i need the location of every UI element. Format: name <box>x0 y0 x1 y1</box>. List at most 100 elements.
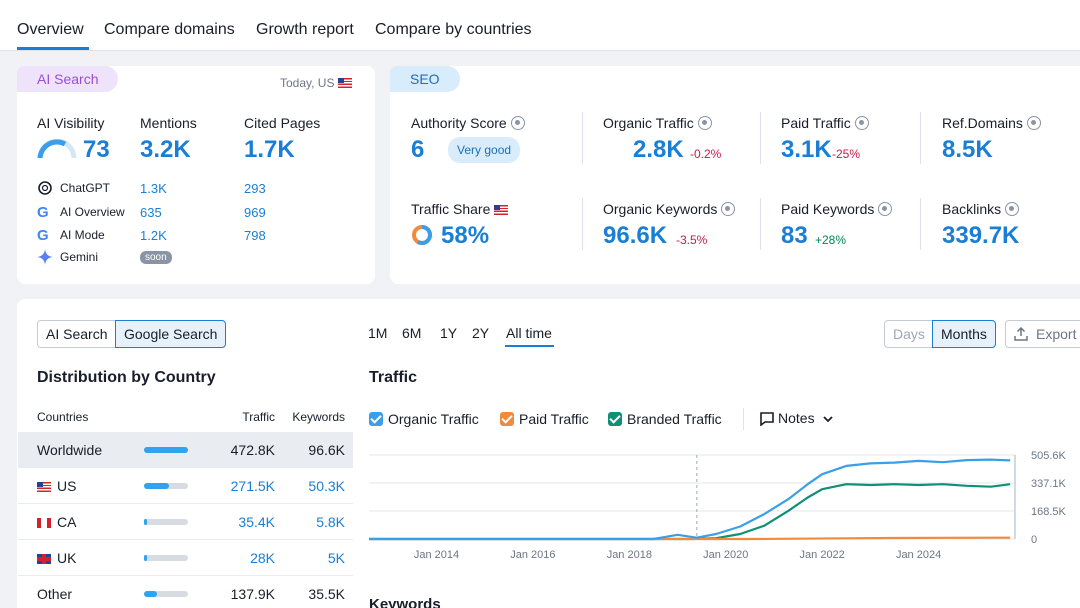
x-tick-label: Jan 2022 <box>800 549 845 561</box>
distribution-title: Distribution by Country <box>37 369 216 386</box>
source-name: AI Mode <box>60 228 105 242</box>
checkbox-icon[interactable] <box>369 412 383 426</box>
source-name: Gemini <box>60 250 99 264</box>
us-flag-icon <box>338 78 353 88</box>
checkbox-icon[interactable] <box>608 412 622 426</box>
col-traffic: Traffic <box>242 410 275 424</box>
source-mentions[interactable]: 635 <box>140 205 162 220</box>
gemini-icon <box>37 249 53 265</box>
mentions-label: Mentions <box>140 115 197 131</box>
source-cited[interactable]: 798 <box>244 228 266 243</box>
legend-branded[interactable]: Branded Traffic <box>608 411 722 427</box>
authority-score-label: Authority Score <box>411 115 525 131</box>
paid-traffic-line[interactable] <box>369 536 1011 541</box>
divider <box>760 198 761 250</box>
country-name: CA <box>37 514 76 530</box>
us-flag-icon <box>494 205 509 215</box>
paid-keywords-delta: +28% <box>815 233 847 247</box>
notes-button[interactable]: Notes <box>760 410 834 427</box>
info-icon[interactable] <box>510 116 525 130</box>
range-2y[interactable]: 2Y <box>472 325 490 341</box>
info-icon[interactable] <box>1005 202 1020 216</box>
organic-traffic-line[interactable] <box>369 458 1011 541</box>
us-flag-icon <box>37 482 51 492</box>
info-icon[interactable] <box>721 202 736 216</box>
top-tab-bar: Overview Compare domains Growth report C… <box>0 0 1080 51</box>
paid-keywords-value[interactable]: 83 <box>781 222 808 249</box>
traffic-value[interactable]: 28K <box>250 550 275 566</box>
traffic-share-value[interactable]: 58% <box>441 222 490 249</box>
ref-domains-label: Ref.Domains <box>942 115 1041 131</box>
legend-organic[interactable]: Organic Traffic <box>369 411 479 427</box>
months-button[interactable]: Months <box>932 320 996 348</box>
range-1y[interactable]: 1Y <box>440 325 458 341</box>
mentions-value[interactable]: 3.2K <box>140 136 191 163</box>
notes-icon <box>760 412 774 427</box>
range-1m[interactable]: 1M <box>368 325 388 341</box>
visibility-gauge-icon <box>37 139 77 159</box>
y-tick-label: 168.5K <box>1031 506 1067 518</box>
share-bar-fill <box>144 447 188 453</box>
tab-compare-by-countries[interactable]: Compare by countries <box>375 21 532 38</box>
info-icon[interactable] <box>878 202 893 216</box>
tab-growth-report[interactable]: Growth report <box>256 21 354 38</box>
active-tab-indicator <box>17 47 89 50</box>
cited-pages-value[interactable]: 1.7K <box>244 136 295 163</box>
export-button[interactable]: Export <box>1005 320 1080 348</box>
range-all-time[interactable]: All time <box>506 325 552 341</box>
table-row[interactable]: Worldwide 472.8K 96.6K <box>18 432 353 468</box>
source-cited[interactable]: 293 <box>244 181 266 196</box>
paid-keywords-label: Paid Keywords <box>781 201 893 217</box>
organic-traffic-delta: -0.2% <box>690 147 722 161</box>
chatgpt-icon <box>38 181 52 195</box>
ref-domains-value[interactable]: 8.5K <box>942 136 993 163</box>
checkbox-icon[interactable] <box>500 412 514 426</box>
ca-flag-icon <box>37 518 51 528</box>
traffic-share-donut-icon <box>412 225 432 245</box>
organic-keywords-value[interactable]: 96.6K <box>603 222 668 249</box>
col-countries: Countries <box>37 410 89 424</box>
range-6m[interactable]: 6M <box>402 325 422 341</box>
chevron-down-icon <box>823 416 834 423</box>
share-bar <box>144 519 188 525</box>
tab-overview[interactable]: Overview <box>17 21 84 38</box>
branded-traffic-line[interactable] <box>369 483 1011 541</box>
keywords-value[interactable]: 5K <box>327 550 345 566</box>
google-search-toggle[interactable]: Google Search <box>115 320 227 348</box>
traffic-value[interactable]: 271.5K <box>230 478 275 494</box>
divider <box>920 198 921 250</box>
uk-flag-icon <box>37 554 51 564</box>
info-icon[interactable] <box>854 116 869 130</box>
source-mentions[interactable]: 1.3K <box>140 181 167 196</box>
source-cited[interactable]: 969 <box>244 205 266 220</box>
source-mentions[interactable]: 1.2K <box>140 228 167 243</box>
ai-search-toggle[interactable]: AI Search <box>37 320 117 348</box>
country-name: Worldwide <box>37 442 103 458</box>
source-name: AI Overview <box>60 205 125 219</box>
organic-traffic-value[interactable]: 2.8K <box>633 136 684 163</box>
table-row[interactable]: Other 137.9K 35.5K <box>18 576 353 608</box>
divider <box>582 112 583 164</box>
table-row[interactable]: CA 35.4K 5.8K <box>18 504 353 540</box>
authority-score-value[interactable]: 6 <box>411 136 425 163</box>
table-row[interactable]: UK 28K 5K <box>18 540 353 576</box>
x-tick-label: Jan 2024 <box>896 549 941 561</box>
export-icon <box>1014 327 1028 341</box>
traffic-chart[interactable]: 505.6K 337.1K 168.5K 0 Jan 2014 Jan 2016 Jan 2… <box>360 440 1080 570</box>
x-tick-label: Jan 2018 <box>607 549 652 561</box>
info-icon[interactable] <box>697 116 712 130</box>
info-icon[interactable] <box>1026 116 1041 130</box>
keywords-value[interactable]: 5.8K <box>316 514 345 530</box>
share-bar <box>144 483 188 489</box>
col-keywords: Keywords <box>292 410 345 424</box>
tab-compare-domains[interactable]: Compare domains <box>104 21 235 38</box>
x-tick-label: Jan 2020 <box>703 549 748 561</box>
paid-traffic-value[interactable]: 3.1K <box>781 136 832 163</box>
share-bar-fill <box>144 555 147 561</box>
keywords-value[interactable]: 50.3K <box>308 478 345 494</box>
traffic-value[interactable]: 35.4K <box>238 514 275 530</box>
backlinks-value[interactable]: 339.7K <box>942 222 1020 249</box>
legend-paid[interactable]: Paid Traffic <box>500 411 589 427</box>
days-button[interactable]: Days <box>884 320 934 348</box>
table-row[interactable]: US 271.5K 50.3K <box>18 468 353 504</box>
